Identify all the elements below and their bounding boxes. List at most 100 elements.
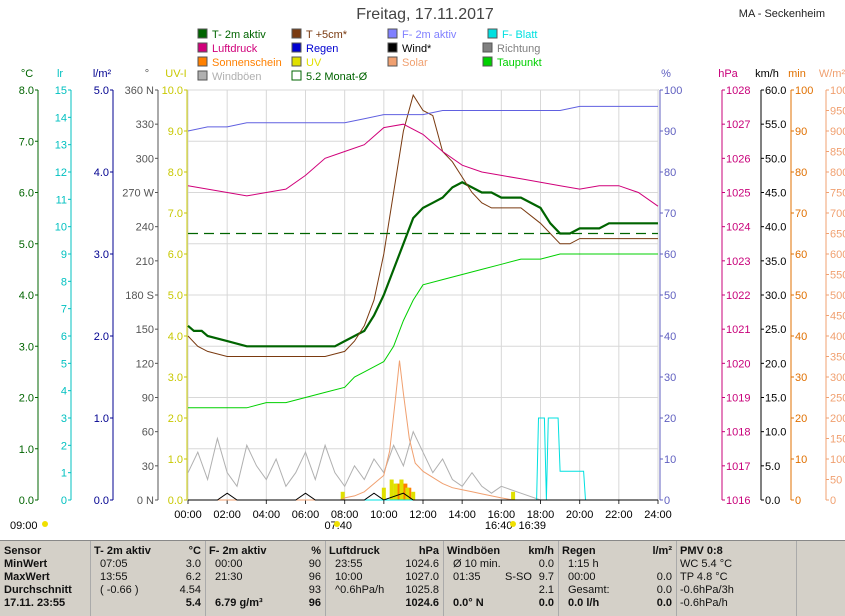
legend-label: Wind*: [402, 43, 432, 55]
axis-tick-label: 3: [61, 413, 67, 425]
axis-tick-label: 6: [61, 331, 67, 343]
axis-tick-label: 1.0: [94, 413, 109, 425]
legend-swatch: [487, 28, 498, 39]
stats-row: 00:00 90: [205, 558, 325, 571]
stats-row: 2.1: [443, 584, 558, 597]
bar-mark: [399, 479, 404, 500]
axis-tick-label: 650: [830, 229, 845, 241]
axis-tick-label: 1023: [726, 256, 750, 268]
axis-tick-label: 250: [830, 393, 845, 405]
axis-tick-label: 100: [830, 454, 845, 466]
axis-tick-label: 300: [830, 372, 845, 384]
axis-tick-label: 1019: [726, 393, 750, 405]
stats-header: Luftdruck hPa: [325, 545, 443, 558]
stats-row-label: TP 4.8 °C: [680, 571, 728, 583]
axis-tick-label: 150: [136, 324, 154, 336]
stats-column-wind: Windböen km/h Ø 10 min. 0.0 01:35 S-SO 9.7 2.1 0…: [443, 541, 559, 616]
station-name: MA - Seckenheim: [738, 8, 825, 20]
legend-label: Solar: [402, 57, 428, 69]
series-line: [187, 181, 658, 348]
axis-tick-label: 0.0: [765, 495, 780, 507]
axis-tick-label: 330: [136, 119, 154, 131]
stats-row-time: 00:00: [215, 558, 243, 570]
axis-tick-label: 50: [795, 290, 807, 302]
axis-tick-label: 1.0: [168, 454, 183, 466]
stats-row-time: 6.79 g/m³: [215, 597, 263, 609]
axis-tick-label: 40: [795, 331, 807, 343]
axis-tick-label: 14: [55, 112, 67, 124]
stats-row-value: 1024.6: [405, 558, 439, 570]
axis-tick-label: 90: [795, 126, 807, 138]
stats-row-value: 96: [308, 597, 321, 609]
axis-tick-label: 1020: [726, 358, 750, 370]
axis-tick-label: 180 S: [125, 290, 154, 302]
axis-tick-label: 550: [830, 270, 845, 282]
stats-row-value: 0.0: [656, 571, 672, 583]
stats-header: Sensor: [0, 545, 90, 558]
stats-row-time: 00:00: [568, 571, 596, 583]
stats-row-label: -0.6hPa/h: [680, 597, 728, 609]
legend-swatch: [197, 28, 208, 39]
stats-row: 1024.6: [325, 597, 443, 610]
axis-tick-label: 0: [61, 495, 67, 507]
legend-swatch: [387, 28, 398, 39]
legend-swatch: [387, 56, 398, 67]
bar-mark: [381, 487, 386, 500]
axis-tick-label: 10.0: [162, 85, 183, 97]
stats-row-value: 0.0: [656, 584, 672, 596]
legend-swatch: [482, 56, 493, 67]
axis-tick-label: 0: [795, 495, 801, 507]
stats-row-label: 17.11. 23:55: [4, 597, 66, 609]
axis-tick-label: 50.0: [765, 153, 786, 165]
stats-row: MinWert: [0, 558, 90, 571]
legend-label: Luftdruck: [212, 43, 258, 55]
stats-row: 13:55 6.2: [90, 571, 205, 584]
stats-row-time: 10:00: [335, 571, 363, 583]
statistics-panel: Sensor MinWert MaxWert Durchschnitt 17.11. 2…: [0, 540, 845, 616]
axis-tick-label: 0: [664, 495, 670, 507]
axis-tick-label: 10: [55, 222, 67, 234]
stats-row: -0.6hPa/h: [676, 597, 796, 610]
legend-swatch: [291, 42, 302, 53]
axis-tick-label: 100: [795, 85, 813, 97]
axis-unit-label: UV-I: [165, 68, 186, 80]
stats-row-label: WC 5.4 °C: [680, 558, 733, 570]
stats-row: 0.0° N 0.0: [443, 597, 558, 610]
series-line: [187, 430, 658, 501]
axis-tick-label: 1021: [726, 324, 750, 336]
stats-row: 93: [205, 584, 325, 597]
axis-unit-label: min: [788, 68, 806, 80]
axis-tick-label: 6.0: [168, 249, 183, 261]
legend-swatch: [197, 42, 208, 53]
stats-row-value: 96: [308, 571, 321, 583]
series-line: [187, 123, 659, 207]
stats-row-time: ( -0.66 ): [100, 584, 139, 596]
axis-unit-label: °C: [21, 68, 33, 80]
legend-label: UV: [306, 57, 322, 69]
stats-row-value: 0.0: [538, 597, 554, 609]
axis-tick-label: 1022: [726, 290, 750, 302]
axis-tick-label: 350: [830, 352, 845, 364]
axis-tick-label: 1017: [726, 461, 750, 473]
sun-icon: [42, 521, 48, 527]
sun-icon: [334, 521, 340, 527]
stats-row: 00:00 0.0: [558, 571, 676, 584]
bar-mark: [393, 483, 398, 500]
axis-tick-label: 300: [136, 153, 154, 165]
axis-tick-label: 12: [55, 167, 67, 179]
stats-row-time: 1:15 h: [568, 558, 599, 570]
axis-tick-label: 0.0: [168, 495, 183, 507]
axis-tick-label: 1016: [726, 495, 750, 507]
legend-label: F- Blatt: [502, 29, 537, 41]
stats-row: WC 5.4 °C: [676, 558, 796, 571]
stats-header-unit: hPa: [418, 545, 439, 557]
stats-row-value: 0.0: [656, 597, 672, 609]
axis-tick-label: 15: [55, 85, 67, 97]
stats-row-value: 0.0: [538, 558, 554, 570]
axis-tick-label: 5.0: [765, 461, 780, 473]
x-axis-tick-label: 10:00: [370, 509, 398, 521]
axis-tick-label: 35.0: [765, 256, 786, 268]
legend-label: Taupunkt: [497, 57, 542, 69]
stats-header-label: PMV 0:8: [680, 545, 723, 557]
